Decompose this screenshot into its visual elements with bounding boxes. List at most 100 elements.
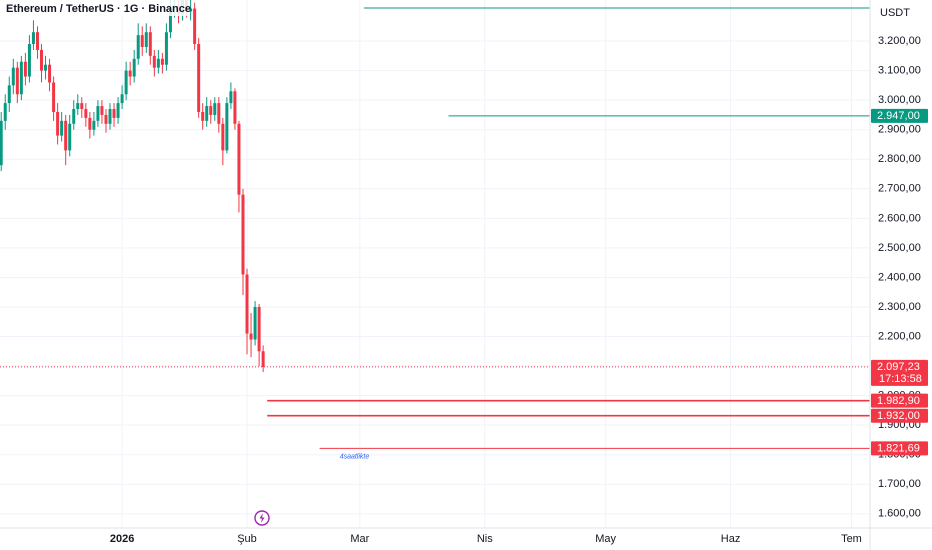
y-tick-label: 2.300,00: [878, 301, 921, 313]
candle-body: [27, 44, 31, 77]
candle-body: [3, 103, 7, 121]
candle-body: [64, 120, 68, 151]
candle-body: [92, 120, 96, 130]
candle-body: [168, 8, 172, 33]
axes: 1.600,001.700,001.800,001.900,002.000,00…: [110, 35, 928, 545]
y-tick-label: 2.600,00: [878, 212, 921, 224]
candle-body: [241, 194, 245, 275]
price-tag: [871, 441, 928, 456]
candle-body: [76, 103, 80, 110]
price-tag-label: 1.821,69: [877, 443, 920, 455]
y-tick-label: 2.400,00: [878, 271, 921, 283]
y-tick-label: 3.200,00: [878, 35, 921, 47]
candle-body: [40, 49, 44, 71]
y-tick-label: 1.600,00: [878, 508, 921, 520]
x-tick-label: May: [595, 533, 616, 545]
y-tick-label: 3.100,00: [878, 65, 921, 77]
candle-body: [0, 120, 3, 166]
candle-body: [136, 35, 140, 59]
candle-body: [124, 70, 128, 95]
y-tick-label: 2.500,00: [878, 242, 921, 254]
candle-body: [164, 32, 168, 65]
candle-body: [11, 67, 15, 86]
candle-body: [189, 8, 193, 12]
candle-body: [209, 106, 213, 115]
price-tag-label: 2.097,23: [877, 361, 920, 373]
candle-body: [35, 32, 39, 50]
candle-body: [108, 109, 112, 124]
price-tag-label: 1.982,90: [877, 395, 920, 407]
candle-body: [128, 70, 132, 77]
candle-body: [15, 67, 19, 95]
x-tick-label: Nis: [477, 533, 493, 545]
price-tag-label: 1.932,00: [877, 410, 920, 422]
candle-body: [245, 274, 249, 334]
candle-body: [257, 306, 261, 352]
x-tick-label: Haz: [721, 533, 741, 545]
candle-body: [144, 32, 148, 47]
candle-body: [68, 123, 72, 151]
countdown-label: 17:13:58: [879, 373, 922, 385]
candle-body: [72, 109, 76, 124]
candle-body: [261, 351, 265, 367]
candle-body: [7, 85, 11, 104]
candle-body: [148, 32, 152, 56]
candle-body: [152, 55, 156, 68]
candle-body: [116, 103, 120, 118]
candle-body: [249, 333, 253, 340]
title-background: [0, 0, 190, 16]
candle-body: [84, 109, 88, 118]
candle-body: [225, 103, 229, 151]
price-tag-label: 2.947,00: [877, 110, 920, 122]
candle-body: [31, 32, 35, 45]
candle-body: [23, 61, 27, 77]
y-tick-label: 2.800,00: [878, 153, 921, 165]
y-tick-label: 1.700,00: [878, 478, 921, 490]
candle-body: [201, 111, 205, 121]
price-tag: [871, 108, 928, 123]
chart-title: Ethereum / TetherUS · 1G · Binance: [6, 3, 191, 15]
x-tick-label: Tem: [841, 533, 862, 545]
candle-body: [120, 94, 124, 104]
y-tick-label: 2.200,00: [878, 330, 921, 342]
candle-body: [221, 123, 225, 151]
grid: [0, 0, 870, 528]
plot-area: 4saatlikte: [0, 0, 870, 461]
candle-body: [112, 109, 116, 118]
candle-body: [52, 82, 56, 112]
candle-body: [160, 58, 164, 65]
candle-body: [205, 106, 209, 121]
candle-body: [104, 114, 108, 124]
x-tick-label: Şub: [237, 533, 257, 545]
candle-body: [96, 106, 100, 121]
candle-body: [132, 58, 136, 77]
price-tag: [871, 359, 928, 386]
lightning-icon[interactable]: [254, 510, 270, 526]
y-tick-label: 2.700,00: [878, 183, 921, 195]
candle-body: [100, 106, 104, 115]
x-tick-label: 2026: [110, 533, 134, 545]
candle-body: [253, 306, 257, 340]
candle-body: [19, 61, 23, 95]
candle-body: [56, 111, 60, 136]
candle-body: [237, 123, 241, 195]
candle-body: [193, 8, 197, 45]
price-tag: [871, 393, 928, 408]
price-tag: [871, 408, 928, 423]
y-tick-label: 2.900,00: [878, 124, 921, 136]
candle-body: [140, 35, 144, 47]
candle-body: [197, 44, 201, 112]
candle-body: [48, 64, 52, 83]
candle-body: [156, 58, 160, 68]
candle-body: [80, 103, 84, 110]
candle-body: [60, 120, 64, 136]
candle-body: [229, 91, 233, 104]
candle-body: [88, 117, 92, 130]
annotation: 4saatlikte: [340, 454, 370, 461]
x-tick-label: Mar: [350, 533, 369, 545]
y-tick-label: 3.000,00: [878, 94, 921, 106]
candle-body: [44, 64, 48, 71]
candle-body: [233, 91, 237, 124]
